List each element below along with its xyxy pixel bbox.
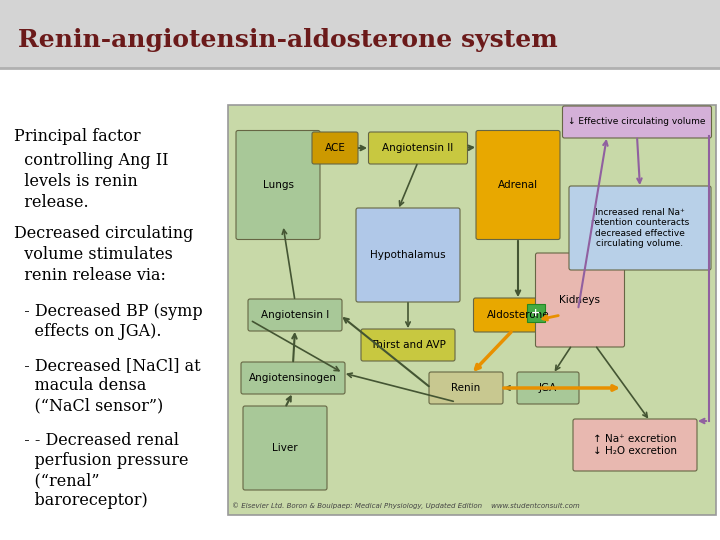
FancyBboxPatch shape (517, 372, 579, 404)
Text: controlling Ang II: controlling Ang II (14, 152, 168, 169)
Text: Increased renal Na⁺
retention counteracts
decreased effective
circulating volume: Increased renal Na⁺ retention counteract… (591, 208, 689, 248)
FancyBboxPatch shape (527, 304, 545, 322)
FancyBboxPatch shape (429, 372, 503, 404)
FancyBboxPatch shape (236, 131, 320, 240)
Text: (“NaCl sensor”): (“NaCl sensor”) (14, 397, 163, 414)
Text: Hypothalamus: Hypothalamus (370, 250, 446, 260)
Text: ACE: ACE (325, 143, 346, 153)
Text: JGA: JGA (539, 383, 557, 393)
Bar (0, 0, 720, 68)
Text: - Decreased BP (symp: - Decreased BP (symp (14, 303, 202, 320)
FancyBboxPatch shape (248, 299, 342, 331)
FancyBboxPatch shape (573, 419, 697, 471)
FancyBboxPatch shape (562, 106, 711, 138)
Text: Angiotensinogen: Angiotensinogen (249, 373, 337, 383)
Text: (“renal”: (“renal” (14, 472, 99, 489)
Text: ↑ Na⁺ excretion
↓ H₂O excretion: ↑ Na⁺ excretion ↓ H₂O excretion (593, 434, 677, 456)
Text: Liver: Liver (272, 443, 298, 453)
Text: volume stimulates: volume stimulates (14, 246, 173, 263)
Text: +: + (531, 308, 541, 318)
FancyBboxPatch shape (569, 186, 711, 270)
Text: Thirst and AVP: Thirst and AVP (370, 340, 446, 350)
Text: perfusion pressure: perfusion pressure (14, 452, 189, 469)
Text: Angiotensin I: Angiotensin I (261, 310, 329, 320)
Text: Principal factor: Principal factor (14, 128, 140, 145)
Text: macula densa: macula densa (14, 377, 146, 394)
Text: Renin: Renin (451, 383, 481, 393)
Text: © Elsevier Ltd. Boron & Boulpaep: Medical Physiology, Updated Edition    www.stu: © Elsevier Ltd. Boron & Boulpaep: Medica… (232, 502, 580, 509)
FancyBboxPatch shape (243, 406, 327, 490)
Text: - - Decreased renal: - - Decreased renal (14, 432, 179, 449)
Text: Decreased circulating: Decreased circulating (14, 225, 194, 242)
Text: baroreceptor): baroreceptor) (14, 492, 148, 509)
FancyBboxPatch shape (369, 132, 467, 164)
FancyBboxPatch shape (241, 362, 345, 394)
Text: - Decreased [NaCl] at: - Decreased [NaCl] at (14, 357, 201, 374)
FancyBboxPatch shape (361, 329, 455, 361)
FancyBboxPatch shape (356, 208, 460, 302)
FancyBboxPatch shape (476, 131, 560, 240)
Text: Angiotensin II: Angiotensin II (382, 143, 454, 153)
Text: Adrenal: Adrenal (498, 180, 538, 190)
Text: release.: release. (14, 194, 89, 211)
Bar (228, 105, 716, 515)
Text: Renin-angiotensin-aldosterone system: Renin-angiotensin-aldosterone system (18, 28, 558, 52)
Text: levels is renin: levels is renin (14, 173, 138, 190)
Text: ↓ Effective circulating volume: ↓ Effective circulating volume (568, 118, 706, 126)
Text: effects on JGA).: effects on JGA). (14, 323, 161, 340)
FancyBboxPatch shape (536, 253, 624, 347)
Text: Kidneys: Kidneys (559, 295, 600, 305)
Text: Aldosterone: Aldosterone (487, 310, 549, 320)
Text: renin release via:: renin release via: (14, 267, 166, 284)
FancyBboxPatch shape (474, 298, 562, 332)
Text: Lungs: Lungs (263, 180, 294, 190)
FancyBboxPatch shape (312, 132, 358, 164)
